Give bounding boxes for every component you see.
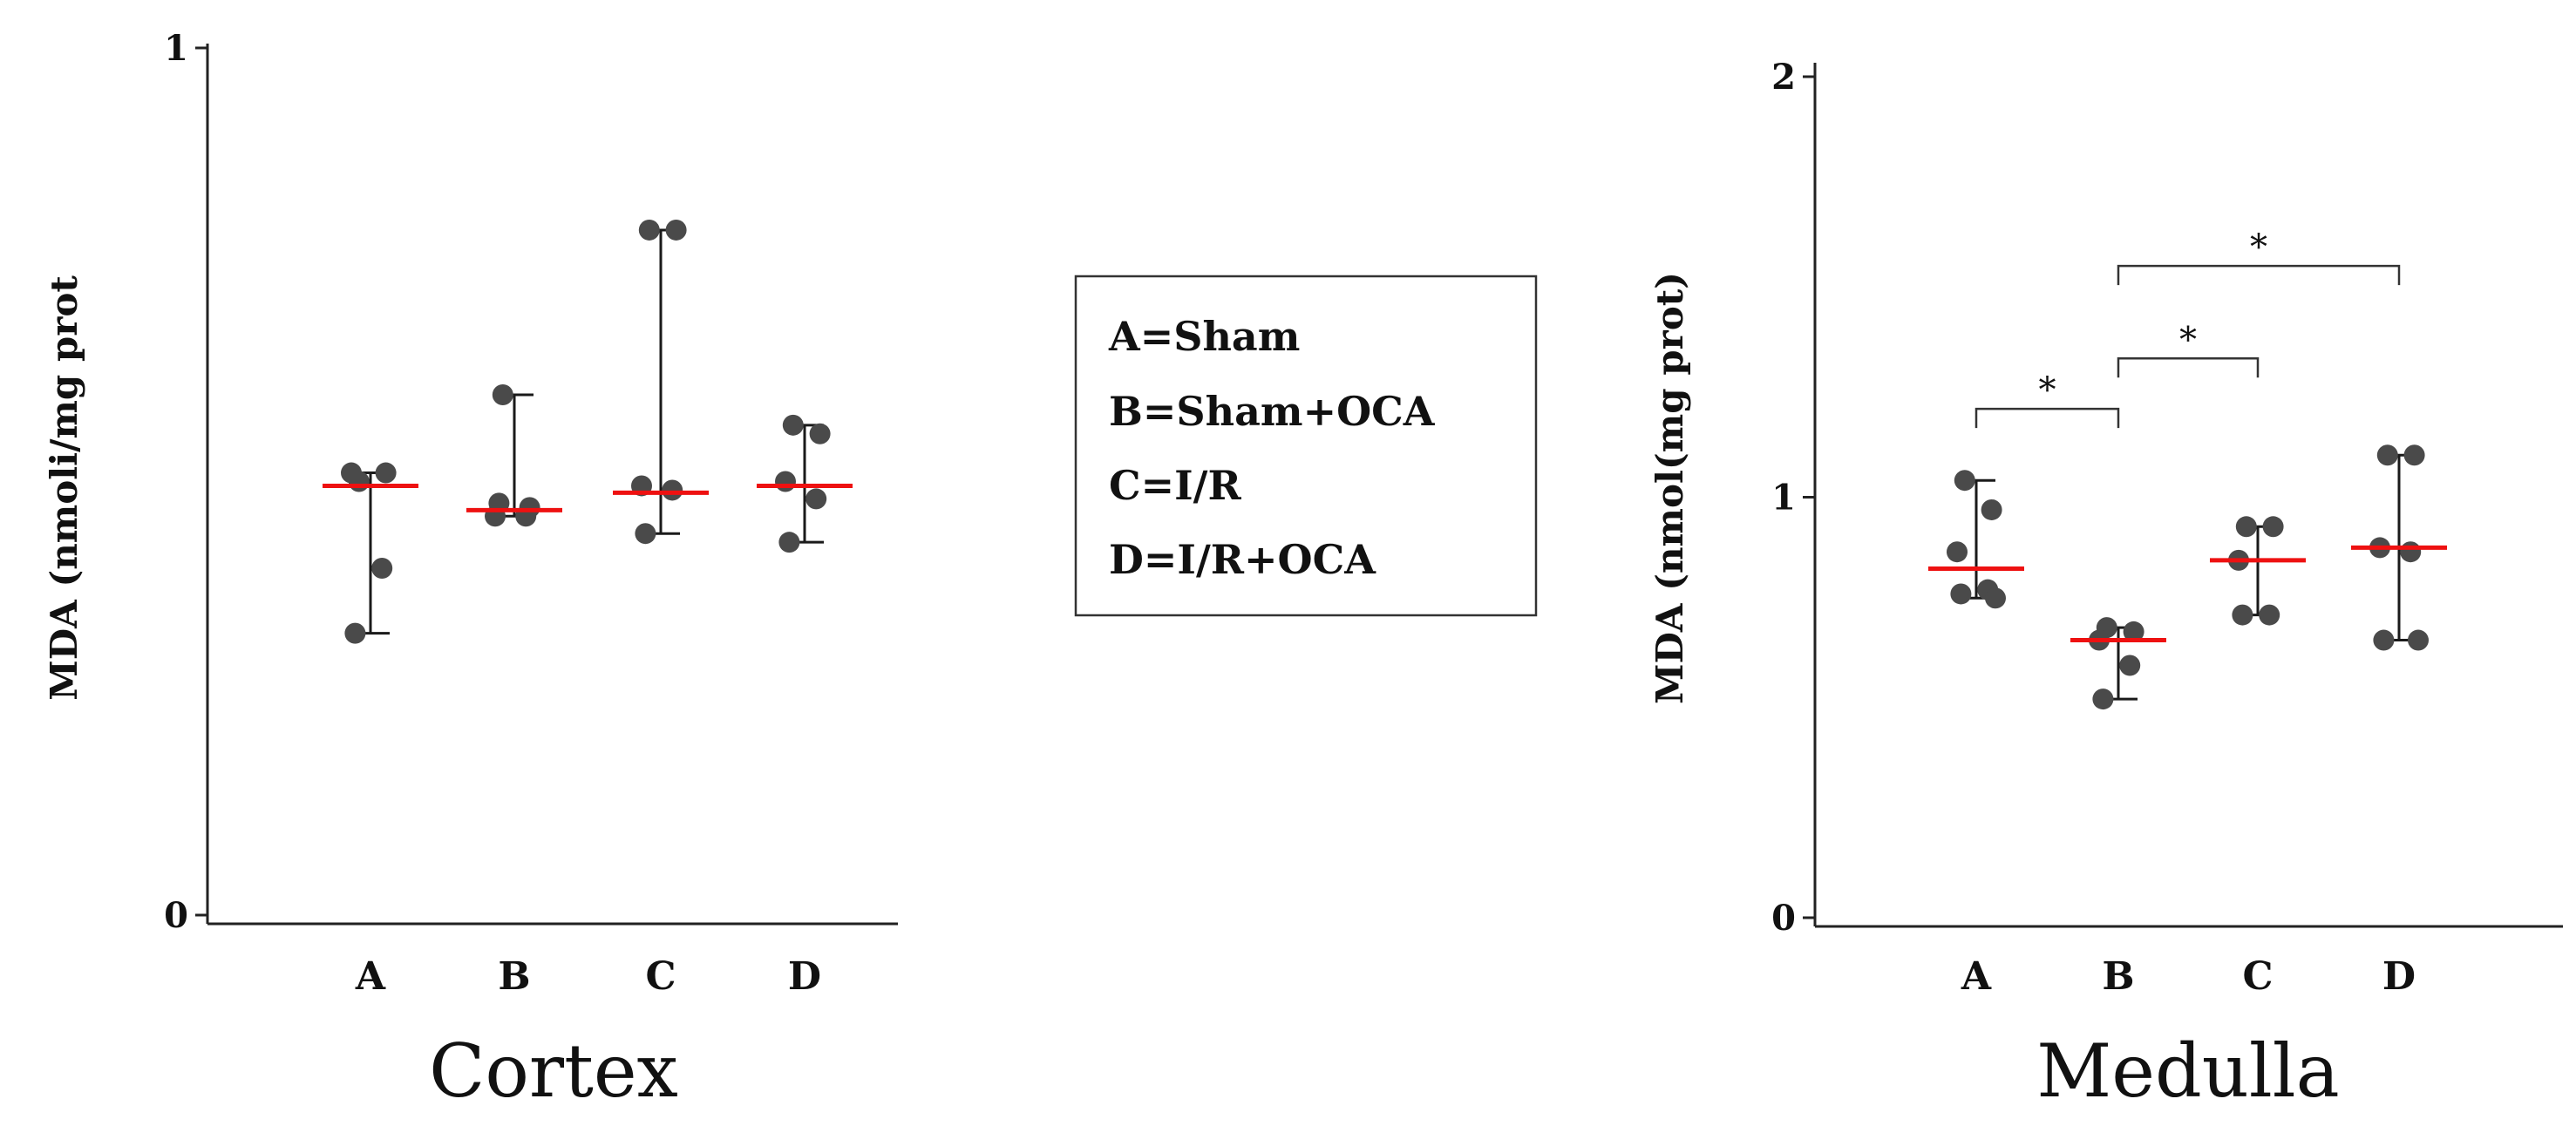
data-point: [2400, 541, 2422, 563]
data-point: [2232, 604, 2253, 626]
x-tick-label: B: [2102, 954, 2134, 999]
cortex-panel: 0 1 A B C D MDA (nmoli/mg prot Cortex: [43, 28, 898, 1114]
data-point: [492, 384, 513, 405]
data-point: [2373, 629, 2395, 651]
data-point: [1947, 541, 1968, 563]
data-point: [2123, 621, 2144, 642]
legend: A=Sham B=Sham+OCA C=I/R D=I/R+OCA: [1074, 275, 1538, 617]
data-point: [341, 462, 362, 484]
data-point: [2408, 629, 2429, 651]
legend-entry-a: A=Sham: [1108, 313, 1300, 360]
x-tick-label: A: [1961, 954, 1992, 999]
y-axis-label: MDA (nmol(mg prot): [1648, 272, 1691, 704]
data-point: [1985, 587, 2006, 609]
data-point: [1981, 499, 2002, 520]
y-tick-label: 2: [1771, 57, 1796, 98]
data-point: [2262, 516, 2284, 538]
medulla-panel: 0 1 2 A B C D MDA (nmol(mg prot) Medulla * * *: [1648, 57, 2563, 1114]
x-tick-label: C: [2242, 954, 2273, 999]
significance-bracket: [2117, 357, 2260, 378]
significance-label: *: [2179, 320, 2197, 360]
y-tick-label: 0: [164, 895, 188, 936]
data-point: [375, 462, 397, 484]
significance-bracket: [1974, 407, 2120, 429]
data-point: [809, 423, 831, 444]
data-point: [1950, 583, 1972, 605]
data-point: [775, 471, 796, 492]
data-point: [2235, 516, 2257, 538]
data-point: [1954, 470, 1975, 492]
y-tick-label: 1: [164, 28, 188, 69]
data-point: [635, 523, 656, 545]
data-point: [2119, 655, 2141, 676]
y-axis-label: MDA (nmoli/mg prot: [43, 275, 85, 701]
x-tick-label: D: [2382, 954, 2416, 999]
panel-title: Medulla: [2036, 1028, 2339, 1114]
significance-label: *: [2250, 227, 2267, 268]
data-point: [782, 414, 804, 436]
legend-entry-c: C=I/R: [1109, 462, 1241, 509]
significance-bracket: [2117, 264, 2401, 286]
data-point: [662, 479, 683, 501]
significance-label: *: [2039, 370, 2056, 410]
data-point: [2259, 604, 2280, 626]
data-point: [2092, 688, 2114, 710]
data-point: [665, 219, 687, 241]
data-point: [2376, 444, 2398, 466]
y-tick-label: 0: [1771, 898, 1796, 939]
legend-box: [1074, 275, 1538, 617]
panel-title: Cortex: [429, 1028, 678, 1114]
data-point: [2403, 444, 2425, 466]
data-point: [344, 622, 366, 644]
data-point: [638, 219, 660, 241]
data-point: [371, 558, 393, 579]
x-tick-label: D: [788, 954, 821, 999]
legend-entry-d: D=I/R+OCA: [1109, 536, 1376, 583]
y-tick-label: 1: [1771, 478, 1796, 519]
data-point: [805, 488, 827, 510]
x-tick-label: B: [498, 954, 530, 999]
data-point: [778, 532, 800, 553]
x-tick-label: C: [645, 954, 676, 999]
legend-entry-b: B=Sham+OCA: [1109, 388, 1436, 435]
x-tick-label: A: [355, 954, 386, 999]
